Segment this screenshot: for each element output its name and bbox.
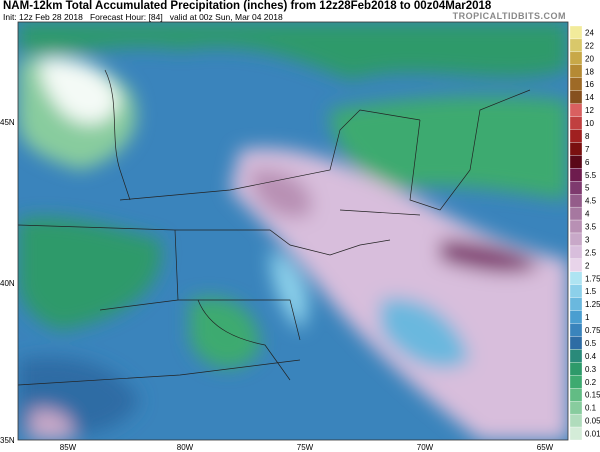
colorbar-swatch: [569, 155, 583, 169]
colorbar-label: 16: [585, 80, 594, 89]
boundaries: [18, 69, 531, 386]
colorbar-swatch: [569, 90, 583, 104]
colorbar-swatch: [569, 375, 583, 389]
colorbar-swatch: [569, 64, 583, 78]
colorbar-label: 12: [585, 106, 594, 115]
colorbar-swatch: [569, 271, 583, 285]
colorbar-swatch: [569, 103, 583, 117]
colorbar-swatch: [569, 77, 583, 91]
colorbar-swatch: [569, 25, 583, 40]
colorbar: 24 22 20 18 16 14 12 10 8 7 6 5.5 5 4.5 4 3.5 3 2.5 2 1.75 1…: [569, 25, 600, 441]
colorbar-label: 0.5: [585, 339, 597, 348]
colorbar-label: 1.5: [585, 287, 597, 296]
colorbar-label: 4: [585, 210, 590, 219]
colorbar-label: 24: [585, 28, 594, 37]
colorbar-label: 8: [585, 132, 590, 141]
lon-label: 85W: [60, 443, 77, 452]
lat-label: 45N: [0, 118, 15, 127]
lon-label: 70W: [417, 443, 434, 452]
colorbar-swatch: [569, 413, 583, 428]
source: TROPICALTIDBITS.COM: [452, 11, 566, 21]
colorbar-label: 0.4: [585, 352, 597, 361]
colorbar-label: 0.05: [585, 417, 600, 426]
precip-field: [18, 22, 568, 440]
colorbar-swatch: [569, 206, 583, 221]
colorbar-label: 1.75: [585, 274, 600, 283]
colorbar-swatch: [569, 297, 583, 311]
colorbar-label: 7: [585, 145, 590, 154]
colorbar-label: 1.25: [585, 300, 600, 309]
colorbar-swatch: [569, 388, 583, 402]
colorbar-label: 5: [585, 184, 590, 193]
colorbar-label: 2: [585, 261, 590, 270]
colorbar-label: 5.5: [585, 171, 597, 180]
colorbar-swatch: [569, 116, 583, 130]
header: NAM-12km Total Accumulated Precipitation…: [0, 0, 600, 22]
lon-label: 65W: [537, 443, 554, 452]
colorbar-label: 4.5: [585, 197, 597, 206]
colorbar-swatch: [569, 194, 583, 208]
colorbar-swatch: [569, 349, 583, 363]
colorbar-swatch: [569, 284, 583, 298]
colorbar-swatch: [569, 219, 583, 234]
colorbar-label: 10: [585, 119, 594, 128]
colorbar-label: 0.75: [585, 326, 600, 335]
title: NAM-12km Total Accumulated Precipitation…: [3, 0, 492, 12]
colorbar-label: 0.1: [585, 404, 597, 413]
colorbar-swatch: [569, 129, 583, 143]
map-frame: [17, 21, 569, 441]
colorbar-swatch: [569, 142, 583, 156]
subtitle: Init: 12z Feb 28 2018 Forecast Hour: [84…: [3, 12, 283, 22]
colorbar-swatch: [569, 51, 583, 65]
colorbar-label: 3.5: [585, 223, 597, 232]
lon-label: 80W: [177, 443, 194, 452]
colorbar-swatch: [569, 336, 583, 350]
colorbar-label: 0.01: [585, 430, 600, 439]
colorbar-label: 22: [585, 41, 594, 50]
colorbar-label: 6: [585, 158, 590, 167]
colorbar-swatch: [569, 181, 583, 195]
colorbar-swatch: [569, 401, 583, 415]
colorbar-swatch: [569, 232, 583, 247]
colorbar-swatch: [569, 426, 583, 441]
colorbar-label: 2.5: [585, 248, 597, 257]
colorbar-label: 0.3: [585, 365, 597, 374]
colorbar-swatch: [569, 258, 583, 272]
lat-label: 35N: [0, 436, 15, 445]
colorbar-label: 0.2: [585, 378, 597, 387]
colorbar-label: 20: [585, 54, 594, 63]
colorbar-label: 0.15: [585, 391, 600, 400]
colorbar-label: 18: [585, 67, 594, 76]
lon-label: 75W: [297, 443, 314, 452]
colorbar-swatch: [569, 323, 583, 337]
colorbar-swatch: [569, 245, 583, 260]
colorbar-swatch: [569, 362, 583, 376]
colorbar-swatch: [569, 310, 583, 324]
lat-label: 40N: [0, 279, 15, 288]
colorbar-swatch: [569, 168, 583, 182]
colorbar-swatch: [569, 38, 583, 53]
colorbar-label: 14: [585, 93, 594, 102]
colorbar-label: 1: [585, 313, 590, 322]
colorbar-label: 3: [585, 235, 590, 244]
